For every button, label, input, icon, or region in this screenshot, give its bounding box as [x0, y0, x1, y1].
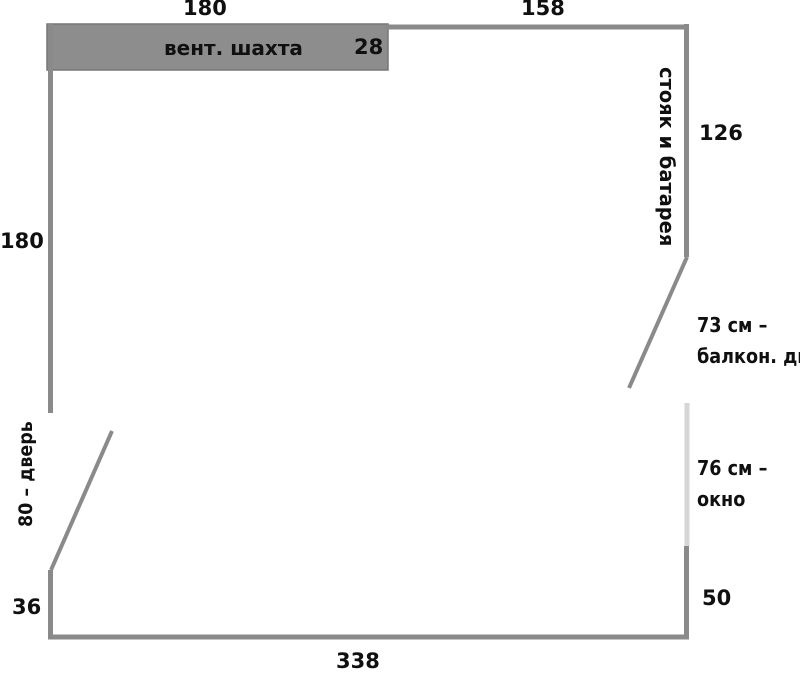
vent-shaft-label: вент. шахта — [164, 36, 303, 60]
dim-right-lower-height: 50 — [702, 586, 732, 610]
balcony-door-label-line2: балкон. дверь — [697, 344, 800, 368]
riser-label: стояк и батарея — [655, 67, 679, 247]
entry-door-leaf-line — [49, 430, 114, 571]
dim-bottom-width: 338 — [336, 649, 380, 673]
entry-door-label: 80 – дверь — [15, 421, 37, 527]
balcony-door-label-line1: 73 см – — [697, 313, 768, 337]
window-label-line2: окно — [697, 487, 746, 511]
balcony-door-leaf-line — [627, 256, 689, 389]
dim-vent-depth: 28 — [354, 35, 384, 59]
balcony-door-label: 73 см – балкон. дверь — [697, 310, 800, 372]
vent-shaft-box — [46, 23, 389, 71]
window-label: 76 см – окно — [697, 453, 767, 515]
dim-left-height: 180 — [0, 229, 44, 253]
dim-top-left-width: 180 — [183, 0, 227, 20]
window-label-line1: 76 см – — [697, 456, 768, 480]
dim-right-upper-height: 126 — [699, 121, 743, 145]
dim-left-lower-height: 36 — [12, 595, 42, 619]
dim-top-right-width: 158 — [521, 0, 565, 20]
